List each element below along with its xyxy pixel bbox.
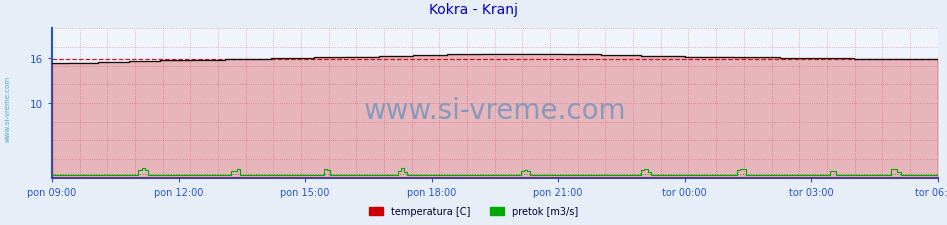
Text: www.si-vreme.com: www.si-vreme.com bbox=[5, 75, 10, 141]
Text: Kokra - Kranj: Kokra - Kranj bbox=[429, 3, 518, 17]
Legend: temperatura [C], pretok [m3/s]: temperatura [C], pretok [m3/s] bbox=[365, 202, 582, 220]
Text: www.si-vreme.com: www.si-vreme.com bbox=[364, 97, 626, 125]
